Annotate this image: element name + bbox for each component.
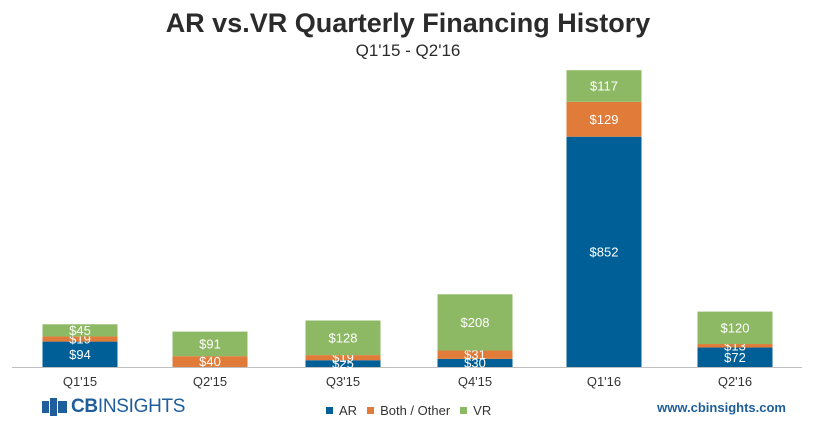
data-label: $72 <box>724 350 746 365</box>
cb-insights-logo-icon <box>42 398 67 416</box>
bar-vr-2 <box>305 320 381 356</box>
brand-prefix: CB <box>71 396 98 417</box>
legend-swatch-ar <box>326 406 333 414</box>
bar-both-other-4 <box>566 101 642 137</box>
bar-both-other-0 <box>42 336 118 342</box>
bar-both-other-1 <box>172 356 248 367</box>
x-tick-label: Q1'15 <box>63 374 97 389</box>
x-tick-label: Q2'15 <box>193 374 227 389</box>
legend-swatch-vr <box>460 406 468 414</box>
x-tick-label: Q3'15 <box>326 374 360 389</box>
x-tick-label: Q1'16 <box>587 374 621 389</box>
bar-ar-5 <box>697 347 773 367</box>
bar-both-other-5 <box>697 344 773 348</box>
data-label: $40 <box>199 354 221 369</box>
bar-vr-1 <box>172 331 248 357</box>
bar-both-other-2 <box>305 355 381 361</box>
bar-ar-2 <box>305 360 381 367</box>
bar-ar-4 <box>566 136 642 367</box>
data-label: $852 <box>590 244 619 259</box>
legend-item-ar: AR <box>326 403 357 418</box>
brand-name: CBINSIGHTS <box>71 396 185 418</box>
data-label: $91 <box>199 336 221 351</box>
bar-vr-5 <box>697 311 773 345</box>
brand-logo-block: CBINSIGHTS <box>42 396 185 418</box>
bar-ar-3 <box>437 358 513 367</box>
legend-swatch-both-other <box>367 406 375 414</box>
chart-subtitle: Q1'15 - Q2'16 <box>355 41 461 60</box>
website-link[interactable]: www.cbinsights.com <box>657 400 786 415</box>
chart-legend: AR Both / Other VR <box>326 402 501 418</box>
legend-label-ar: AR <box>339 402 358 418</box>
bar-vr-3 <box>437 294 513 351</box>
bar-vr-4 <box>566 70 642 102</box>
legend-label-vr: VR <box>473 402 492 418</box>
data-label: $129 <box>590 112 619 127</box>
chart-title: AR vs.VR Quarterly Financing History <box>165 8 651 38</box>
x-tick-label: Q2'16 <box>718 374 752 389</box>
data-label: $94 <box>69 347 91 362</box>
data-label: $30 <box>464 355 486 370</box>
data-label: $208 <box>461 315 490 330</box>
bar-ar-0 <box>42 341 118 367</box>
data-label: $45 <box>69 323 91 338</box>
legend-item-vr: VR <box>460 403 491 418</box>
bar-vr-0 <box>42 324 118 337</box>
data-label: $117 <box>590 79 618 94</box>
data-label: $31 <box>464 347 486 362</box>
brand-suffix: INSIGHTS <box>97 396 186 417</box>
data-label: $128 <box>329 330 358 345</box>
legend-item-both-other: Both / Other <box>367 403 450 418</box>
data-label: $120 <box>721 320 750 335</box>
bar-both-other-3 <box>437 350 513 359</box>
legend-label-both-other: Both / Other <box>380 402 451 418</box>
x-tick-label: Q4'15 <box>458 374 492 389</box>
